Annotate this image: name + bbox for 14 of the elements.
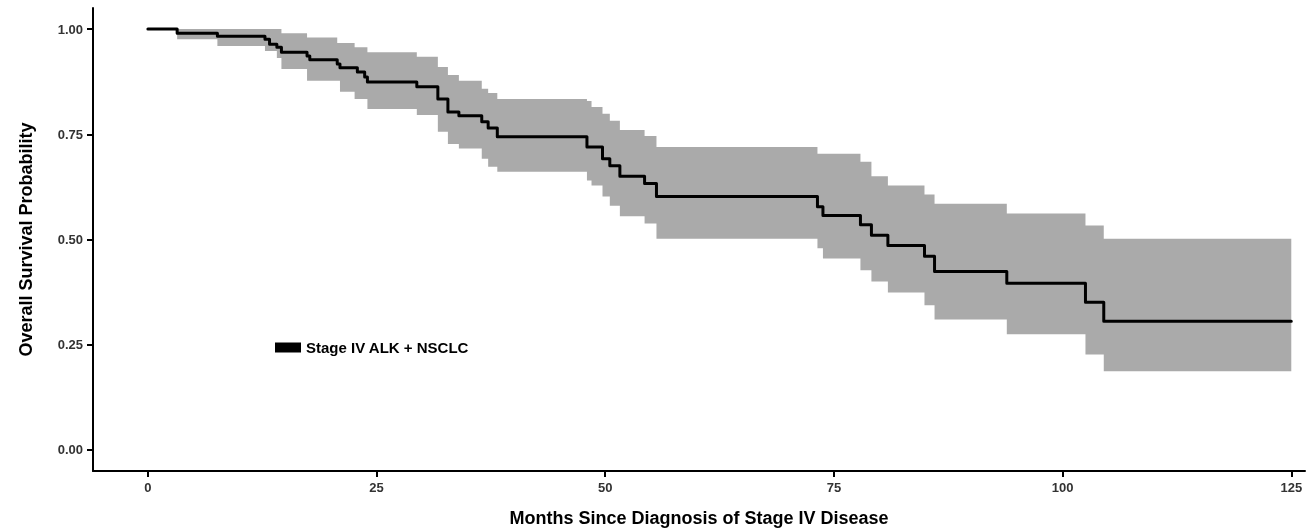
y-tick-label: 0.50 xyxy=(57,232,83,247)
legend-label: Stage IV ALK + NSCLC xyxy=(306,339,469,356)
x-tick-label: 50 xyxy=(598,480,613,495)
x-tick-label: 125 xyxy=(1280,480,1303,495)
y-axis-title: Overall Survival Probability xyxy=(16,122,36,357)
x-tick-label: 75 xyxy=(826,480,842,495)
y-tick-label: 0.25 xyxy=(57,337,83,353)
x-tick-label: 100 xyxy=(1051,480,1074,495)
y-tick-label: 1.00 xyxy=(57,21,83,37)
x-axis-title: Months Since Diagnosis of Stage IV Disease xyxy=(509,508,889,528)
x-tick-label: 25 xyxy=(369,480,384,495)
x-tick-label: 0 xyxy=(144,480,152,495)
y-tick-label: 0.00 xyxy=(57,442,83,458)
y-tick-label: 0.75 xyxy=(57,126,83,142)
